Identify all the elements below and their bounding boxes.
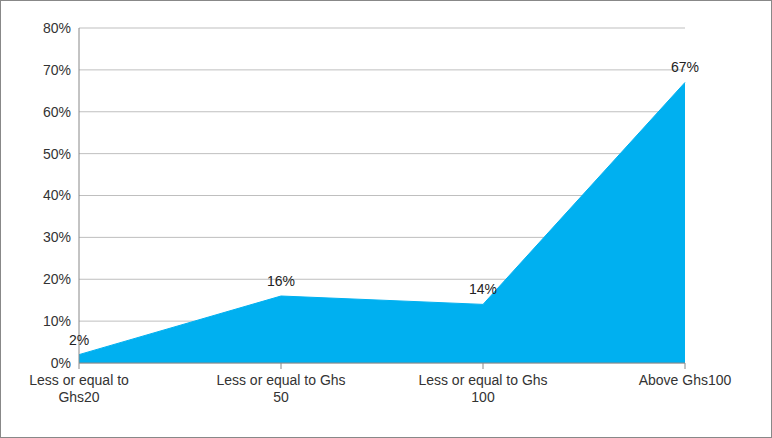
svg-text:60%: 60% — [43, 104, 71, 120]
svg-text:14%: 14% — [469, 281, 497, 297]
svg-text:67%: 67% — [671, 59, 699, 75]
svg-text:10%: 10% — [43, 313, 71, 329]
svg-text:80%: 80% — [43, 20, 71, 36]
svg-text:40%: 40% — [43, 187, 71, 203]
svg-text:2%: 2% — [69, 332, 89, 348]
svg-text:70%: 70% — [43, 62, 71, 78]
svg-text:Above Ghs100: Above Ghs100 — [639, 372, 732, 388]
svg-text:20%: 20% — [43, 271, 71, 287]
svg-text:Less or equal to Ghs100: Less or equal to Ghs100 — [418, 372, 547, 405]
svg-text:Less or equal to Ghs50: Less or equal to Ghs50 — [216, 372, 345, 405]
svg-text:16%: 16% — [267, 273, 295, 289]
svg-text:30%: 30% — [43, 229, 71, 245]
svg-text:50%: 50% — [43, 146, 71, 162]
svg-text:Less or equal toGhs20: Less or equal toGhs20 — [29, 372, 129, 405]
svg-text:0%: 0% — [51, 355, 71, 371]
